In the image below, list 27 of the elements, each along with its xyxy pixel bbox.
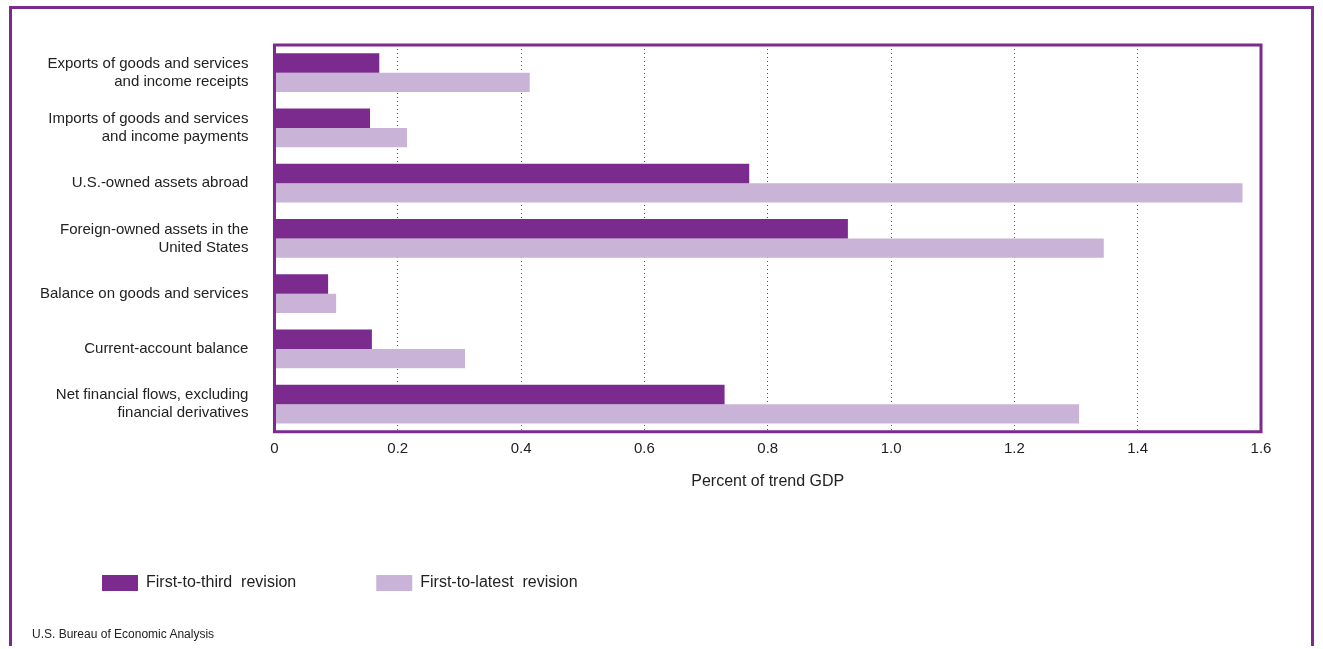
y-tick-label: U.S.-owned assets abroad	[71, 173, 249, 191]
y-tick-label: Net financial flows, excluding financial derivatives	[55, 385, 249, 421]
bar	[274, 72, 530, 92]
y-tick-label: Exports of goods and services and income receipts	[47, 53, 249, 89]
bar	[274, 404, 1080, 424]
x-tick-label: 0.8	[757, 438, 779, 456]
x-tick-label: 1.4	[1127, 438, 1149, 456]
text: U.S. Bureau of Economic Analysis	[32, 627, 215, 641]
x-tick-label: 0.4	[510, 438, 532, 456]
bar	[274, 293, 337, 313]
x-tick-label: 0	[270, 438, 279, 456]
legend-label: First-to-third revision	[146, 573, 297, 591]
y-tick-label: Imports of goods and services and income payments	[48, 109, 249, 145]
bar	[274, 127, 408, 148]
y-tick-label: Foreign-owned assets in the United States	[60, 219, 249, 255]
x-tick-label: 1.2	[1003, 438, 1025, 456]
x-tick-label: 0.6	[633, 438, 655, 456]
x-tick-label: 0.2	[387, 438, 409, 456]
x-tick-label: 1.0	[880, 438, 902, 456]
legend-label: First-to-latest revision	[420, 573, 578, 591]
x-tick-label: 1.6	[1250, 438, 1272, 456]
bar	[274, 238, 1104, 258]
x-axis-title: Percent of trend GDP	[691, 471, 845, 489]
bar	[274, 183, 1243, 203]
bar	[274, 348, 465, 369]
y-tick-label: Balance on goods and services	[39, 283, 249, 301]
y-tick-label: Current-account balance	[84, 339, 249, 357]
